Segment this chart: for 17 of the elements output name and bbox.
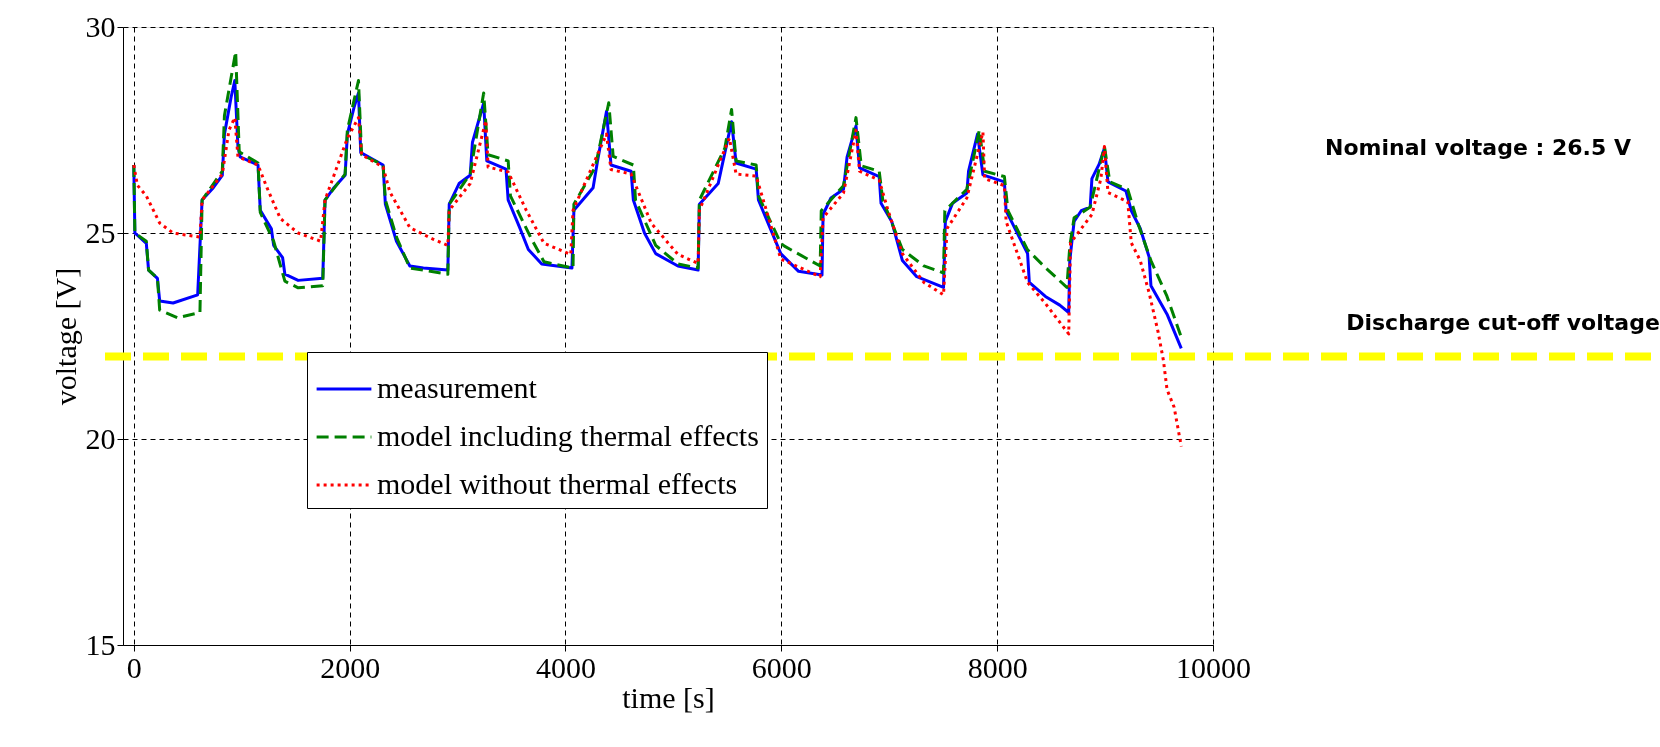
legend-label: model including thermal effects [377, 419, 759, 452]
x-tick-label: 10000 [1176, 650, 1251, 684]
x-tick-label: 4000 [535, 650, 596, 684]
x-axis-title: time [s] [622, 680, 715, 714]
ref-line-label: Discharge cut-off voltage [1346, 309, 1660, 335]
y-tick-label: 25 [85, 215, 116, 249]
legend-label: measurement [377, 371, 538, 404]
legend-label: model without thermal effects [377, 467, 738, 500]
y-axis-title: voltage [V] [48, 267, 82, 406]
text: Nominal voltage : 26.5 V [1325, 135, 1631, 160]
x-tick-label: 0 [126, 650, 142, 684]
y-tick-label: 20 [85, 421, 116, 455]
x-tick-label: 2000 [320, 650, 381, 684]
y-tick-label: 15 [85, 627, 116, 661]
x-tick-label: 6000 [751, 650, 812, 684]
y-tick-label: 30 [85, 9, 116, 43]
x-tick-label: 8000 [967, 650, 1028, 684]
